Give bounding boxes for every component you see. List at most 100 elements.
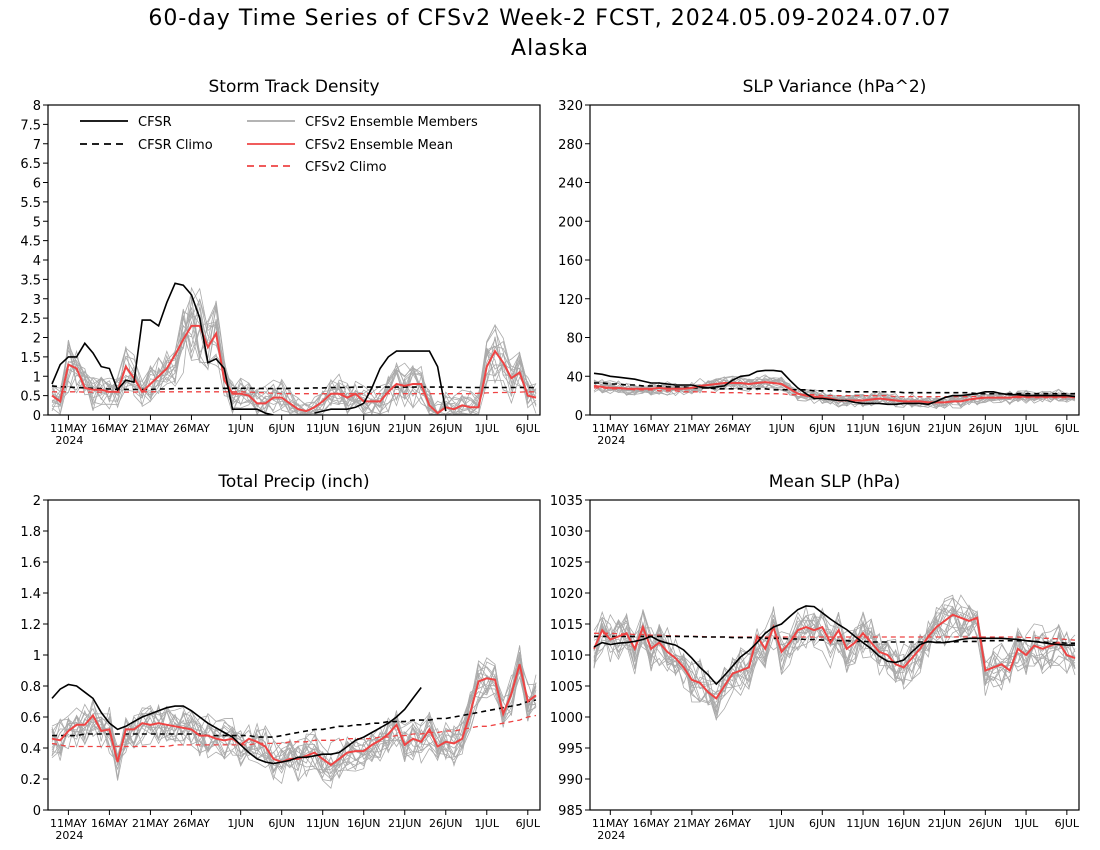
legend-cfsr-climo-label: CFSR Climo <box>138 138 213 153</box>
y-tick-label: 5 <box>33 215 41 230</box>
y-tick-label: 0.6 <box>20 711 41 726</box>
panel-title: SLP Variance (hPa^2) <box>743 77 927 97</box>
y-tick-label: 40 <box>566 370 583 385</box>
y-tick-label: 4 <box>33 254 41 269</box>
x-tick-label: 11MAY <box>592 422 629 435</box>
x-tick-label: 26JUN <box>969 817 1003 830</box>
x-tick-label: 1JUL <box>1014 422 1039 435</box>
ensemble-member-line <box>51 308 537 415</box>
plot-area <box>51 645 537 789</box>
x-tick-label: 6JUN <box>268 422 295 435</box>
cfsr-line <box>51 683 422 765</box>
x-tick-label: 26MAY <box>173 817 210 830</box>
x-tick-label: 26JUN <box>429 817 463 830</box>
figure-title: 60-day Time Series of CFSv2 Week-2 FCST,… <box>148 6 952 31</box>
y-tick-label: 1 <box>33 370 41 385</box>
ensemble-mean-line <box>593 613 1076 700</box>
x-tick-label: 21JUN <box>928 817 962 830</box>
ensemble-member-line <box>51 656 537 779</box>
ensemble-member-line <box>51 667 537 778</box>
x-tick-label: 21MAY <box>132 422 169 435</box>
x-tick-label: 16MAY <box>633 422 670 435</box>
y-tick-label: 1.4 <box>20 587 41 602</box>
legend-cfsr-label: CFSR <box>138 115 172 130</box>
x-tick-label: 21MAY <box>132 817 169 830</box>
x-tick-label: 1JUL <box>1014 817 1039 830</box>
ensemble-member-line <box>51 295 537 415</box>
ensemble-member-line <box>51 307 537 415</box>
panel-frame <box>47 104 541 416</box>
x-tick-label: 6JUN <box>809 817 836 830</box>
legend-mean-label: CFSv2 Ensemble Mean <box>305 138 453 153</box>
y-tick-label: 80 <box>566 332 583 347</box>
ensemble-member-line <box>593 608 1076 714</box>
y-tick-label: 6.5 <box>20 157 41 172</box>
x-tick-label: 21JUN <box>388 817 422 830</box>
cfsr-line <box>314 350 447 414</box>
y-tick-label: 4.5 <box>20 235 41 250</box>
x-tick-label: 16MAY <box>91 422 128 435</box>
cfsr-climo-line <box>52 699 537 738</box>
y-tick-label: 320 <box>558 99 583 114</box>
x-tick-year: 2024 <box>597 829 625 842</box>
y-tick-label: 120 <box>558 293 583 308</box>
panel-title: Mean SLP (hPa) <box>769 472 901 492</box>
ensemble-member-line <box>593 594 1076 706</box>
plot-area <box>593 369 1076 410</box>
x-tick-label: 6JUL <box>516 422 541 435</box>
legend: CFSR CFSR Climo CFSv2 Ensemble Members CFSv… <box>80 115 478 175</box>
y-tick-label: 3 <box>33 293 41 308</box>
ensemble-mean-line <box>51 324 537 415</box>
cfsv2-climo-line <box>51 714 537 748</box>
x-tick-label: 21MAY <box>673 422 710 435</box>
panel-frame <box>589 499 1080 811</box>
y-tick-label: 0 <box>33 804 41 819</box>
x-tick-label: 21MAY <box>673 817 710 830</box>
y-tick-label: 1035 <box>550 494 583 509</box>
y-tick-label: 8 <box>33 99 41 114</box>
cfsr-line <box>593 605 1075 686</box>
x-tick-label: 21JUN <box>388 422 422 435</box>
x-tick-label: 16JUN <box>347 817 381 830</box>
ensemble-member-line <box>593 612 1076 691</box>
x-tick-label: 26JUN <box>969 422 1003 435</box>
panel-frame <box>589 104 1080 416</box>
x-tick-label: 11JUN <box>306 817 340 830</box>
y-tick-label: 0.2 <box>20 773 41 788</box>
y-tick-label: 1010 <box>550 649 583 664</box>
x-tick-label: 26JUN <box>429 422 463 435</box>
plot-area <box>593 594 1076 722</box>
plot-area <box>51 282 537 415</box>
x-tick-label: 11JUN <box>846 817 880 830</box>
y-tick-label: 240 <box>558 177 583 192</box>
y-tick-label: 1.2 <box>20 618 41 633</box>
y-tick-label: 2 <box>33 332 41 347</box>
x-tick-label: 21JUN <box>928 422 962 435</box>
x-tick-year: 2024 <box>55 829 83 842</box>
y-tick-label: 2.5 <box>20 312 41 327</box>
y-tick-label: 1000 <box>550 711 583 726</box>
cfsv2-climo-line <box>594 632 1076 641</box>
ensemble-member-line <box>51 310 537 415</box>
y-tick-label: 7 <box>33 138 41 153</box>
x-tick-label: 1JUN <box>768 422 795 435</box>
x-tick-label: 11JUN <box>306 422 340 435</box>
x-tick-label: 6JUL <box>1055 422 1080 435</box>
y-tick-label: 1.5 <box>20 351 41 366</box>
x-tick-year: 2024 <box>55 434 83 447</box>
panel-2: SLP Variance (hPa^2) 0 40 80 120 160 200 240 280… <box>558 77 1080 447</box>
ensemble-member-line <box>51 670 537 774</box>
ensemble-member-line <box>593 597 1076 709</box>
x-tick-label: 1JUL <box>475 817 500 830</box>
x-tick-label: 26MAY <box>714 817 751 830</box>
x-tick-label: 6JUL <box>516 817 541 830</box>
x-tick-label: 6JUN <box>268 817 295 830</box>
y-tick-label: 5.5 <box>20 196 41 211</box>
x-tick-label: 16JUN <box>347 422 381 435</box>
y-tick-label: 160 <box>558 254 583 269</box>
y-tick-label: 0 <box>33 409 41 424</box>
panel-frame <box>47 499 541 811</box>
ensemble-member-line <box>51 287 537 415</box>
y-tick-label: 1.8 <box>20 525 41 540</box>
